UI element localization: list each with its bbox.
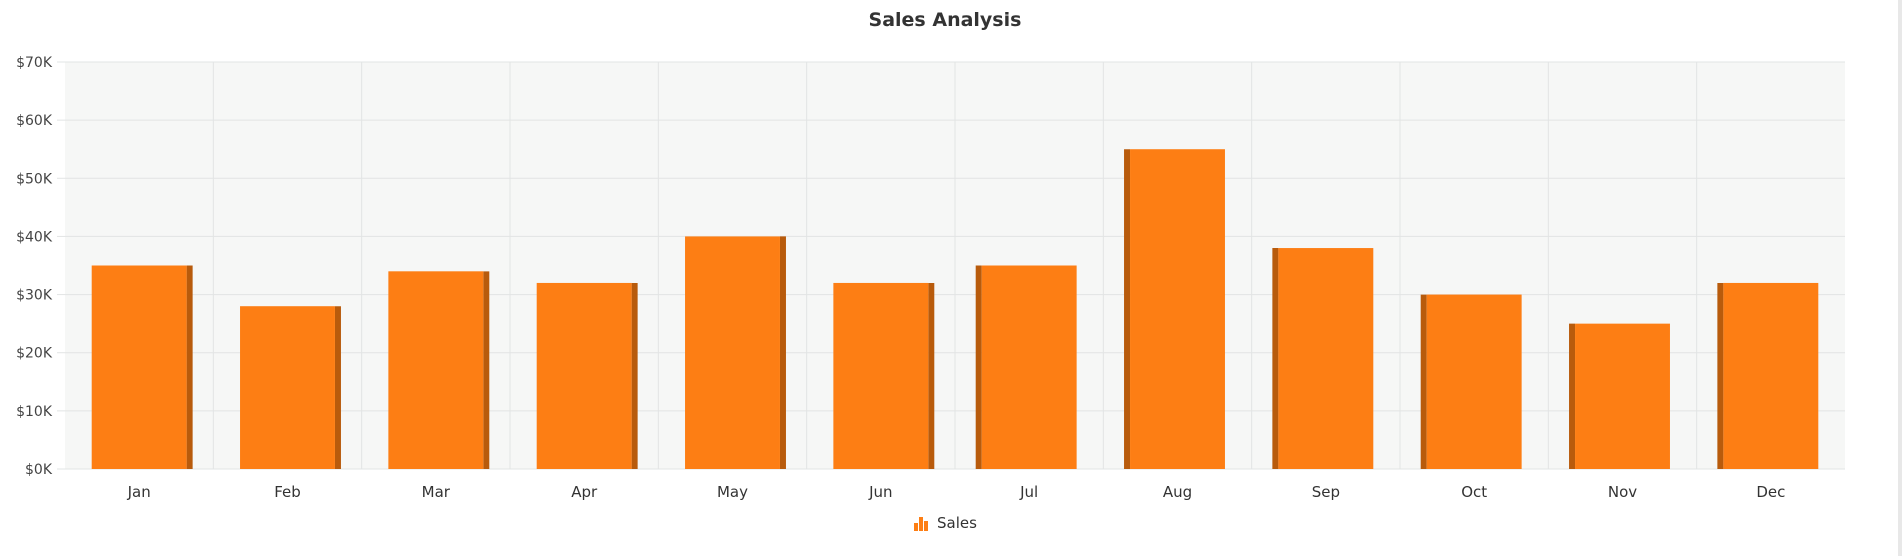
bar-side	[928, 282, 935, 469]
y-tick-label: $20K	[16, 346, 53, 362]
bar-jan	[91, 265, 187, 469]
x-tick-label: Nov	[1608, 483, 1637, 501]
bar-side	[483, 271, 490, 469]
x-tick-label: May	[717, 483, 748, 501]
y-tick-label: $40K	[16, 229, 53, 245]
bar-chart-icon	[914, 517, 929, 531]
bar-side	[186, 265, 193, 469]
bar-side	[1124, 149, 1131, 469]
x-tick-label: Feb	[274, 483, 301, 501]
y-tick-label: $10K	[16, 404, 53, 420]
bar-side	[1420, 294, 1427, 469]
bar-jul	[981, 265, 1077, 469]
bar-may	[685, 236, 780, 469]
x-tick-label: Jul	[1019, 483, 1038, 501]
bar-dec	[1723, 282, 1819, 469]
y-tick-label: $0K	[25, 462, 53, 478]
bar-oct	[1426, 294, 1522, 469]
x-tick-label: Jan	[127, 483, 151, 501]
x-tick-label: Apr	[571, 483, 598, 501]
legend[interactable]: Sales	[0, 514, 1890, 532]
bar-mar	[388, 271, 484, 469]
x-tick-label: Mar	[422, 483, 451, 501]
bar-aug	[1130, 149, 1225, 469]
y-tick-label: $50K	[16, 171, 53, 187]
scrollbar-edge	[1898, 0, 1902, 556]
bar-side	[975, 265, 982, 469]
x-tick-label: Aug	[1163, 483, 1192, 501]
y-tick-label: $60K	[16, 113, 53, 129]
bar-side	[1717, 282, 1724, 469]
y-tick-label: $30K	[16, 288, 53, 304]
legend-label: Sales	[937, 514, 977, 532]
bar-side	[1272, 248, 1279, 469]
bar-feb	[240, 306, 335, 469]
bar-side	[1569, 323, 1576, 469]
bar-side	[779, 236, 786, 469]
x-tick-label: Sep	[1312, 483, 1340, 501]
x-tick-label: Jun	[868, 483, 892, 501]
x-tick-label: Dec	[1756, 483, 1785, 501]
bar-sep	[1278, 248, 1374, 469]
bar-side	[334, 306, 341, 469]
bar-apr	[536, 282, 632, 469]
chart-title: Sales Analysis	[868, 9, 1022, 31]
y-tick-label: $70K	[16, 55, 53, 71]
bar-nov	[1575, 323, 1670, 469]
x-tick-label: Oct	[1461, 483, 1487, 501]
bar-side	[631, 282, 638, 469]
bar-jun	[833, 282, 929, 469]
